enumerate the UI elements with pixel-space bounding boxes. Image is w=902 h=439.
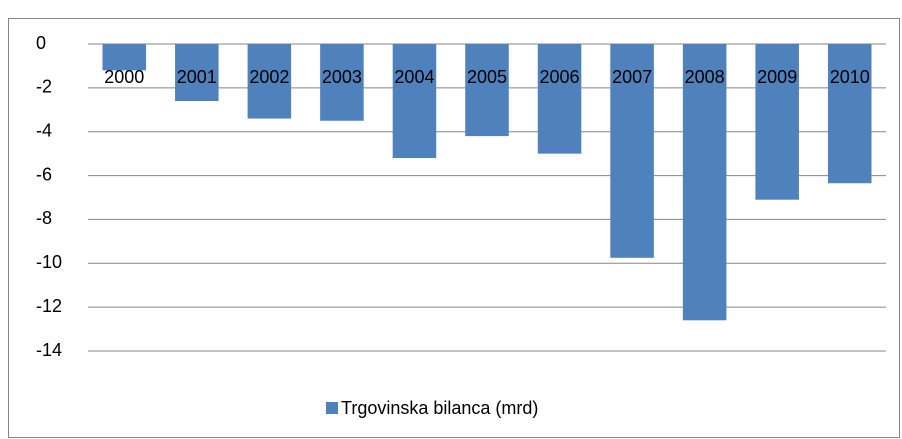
bar	[392, 44, 437, 159]
y-tick-label: -12	[36, 296, 62, 316]
y-tick-label: -8	[36, 208, 52, 228]
y-tick-label: -4	[36, 120, 52, 140]
x-tick-label: 2007	[612, 67, 652, 87]
bar	[610, 44, 654, 258]
x-tick-label: 2006	[540, 67, 580, 87]
y-tick-label: -14	[36, 340, 62, 360]
y-tick-label: -2	[36, 77, 52, 97]
legend-swatch	[326, 402, 338, 414]
bar	[320, 44, 364, 121]
bar	[827, 44, 872, 184]
x-tick-label: 2004	[394, 67, 434, 87]
y-tick-label: -10	[36, 252, 62, 272]
bar	[102, 44, 147, 71]
x-tick-label: 2001	[177, 67, 217, 87]
bar	[755, 44, 799, 200]
x-tick-label: 2008	[685, 67, 725, 87]
bar	[247, 44, 292, 119]
x-tick-label: 2010	[830, 67, 870, 87]
x-tick-label: 2000	[104, 67, 144, 87]
x-tick-label: 2003	[322, 67, 362, 87]
bar	[537, 44, 582, 154]
y-tick-label: -6	[36, 164, 52, 184]
bar	[682, 44, 727, 321]
bar	[465, 44, 509, 137]
bar	[175, 44, 219, 102]
legend-label: Trgovinska bilanca (mrd)	[341, 398, 538, 418]
x-tick-label: 2009	[757, 67, 797, 87]
y-tick-label: 0	[36, 33, 46, 53]
x-tick-label: 2002	[249, 67, 289, 87]
x-tick-label: 2005	[467, 67, 507, 87]
